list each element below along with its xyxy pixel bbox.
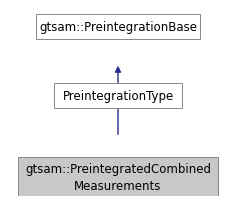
FancyBboxPatch shape [36,15,200,40]
Text: PreintegrationType: PreintegrationType [62,90,174,103]
Text: gtsam::PreintegratedCombined
Measurements: gtsam::PreintegratedCombined Measurement… [25,162,211,192]
Text: gtsam::PreintegrationBase: gtsam::PreintegrationBase [39,21,197,34]
FancyBboxPatch shape [54,84,182,109]
FancyBboxPatch shape [18,158,218,196]
